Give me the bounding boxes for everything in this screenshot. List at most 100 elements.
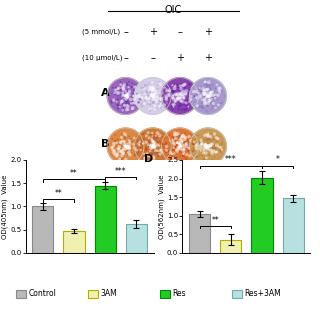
Point [201,82,206,87]
Point [151,144,156,149]
Point [123,89,128,94]
Point [172,83,178,88]
Point [191,145,196,150]
Point [176,92,181,97]
Point [118,137,124,142]
Point [153,140,158,145]
Point [215,148,220,154]
Point [113,97,118,102]
Point [209,99,214,104]
Point [198,140,204,146]
Point [120,151,125,156]
Point [183,102,188,107]
Point [150,94,156,99]
Point [158,148,163,153]
Point [158,94,163,100]
Point [111,151,116,156]
Point [198,147,203,152]
Point [154,96,159,101]
Point [208,108,213,113]
Point [181,82,187,87]
Point [124,81,130,86]
Point [151,93,156,98]
Point [113,85,118,90]
Point [123,106,128,111]
Point [178,103,183,108]
Point [213,92,218,98]
Point [179,100,184,105]
Circle shape [189,128,227,165]
Point [205,94,210,100]
Point [202,79,207,84]
Point [151,147,156,152]
Point [206,97,211,102]
Point [210,147,215,152]
Point [205,99,211,104]
Point [197,87,202,92]
Point [152,95,157,100]
Point [211,97,216,102]
Point [151,143,156,148]
Point [205,93,211,99]
Point [150,93,156,99]
Point [214,135,219,140]
Point [141,131,146,136]
Point [204,144,209,149]
Point [164,144,170,149]
Point [196,139,202,144]
Point [150,91,155,96]
Point [176,143,181,148]
Point [134,151,140,156]
Point [142,156,147,161]
Point [158,140,163,145]
Point [198,89,203,94]
Point [177,91,182,96]
Point [200,140,205,145]
Point [125,92,130,98]
Point [142,98,148,103]
Point [151,80,156,85]
Point [173,95,179,100]
Point [154,142,159,147]
Point [206,79,211,84]
Point [211,103,216,108]
Point [146,139,151,144]
Point [116,147,121,152]
Point [157,79,162,84]
Point [200,105,205,110]
Point [172,150,177,155]
Point [149,130,155,135]
Point [122,96,127,101]
Point [181,152,186,157]
Point [180,153,185,158]
Point [153,145,158,150]
Point [136,144,141,149]
Point [214,82,220,87]
Point [122,103,127,108]
Point [110,147,116,152]
Text: +: + [204,27,212,37]
Point [125,140,131,145]
Point [206,145,211,150]
Point [164,97,169,102]
Text: ***: *** [225,156,236,164]
Point [122,97,127,102]
Point [172,93,177,99]
Point [178,137,183,142]
Point [170,88,175,93]
Point [121,150,126,156]
Point [117,96,123,101]
Point [156,143,162,148]
Point [134,91,140,96]
Point [206,98,211,103]
Point [119,156,124,162]
Point [126,134,132,139]
Point [153,89,158,94]
Point [122,140,127,145]
Point [202,141,207,146]
Point [117,104,122,109]
Point [142,92,148,97]
Point [159,141,164,146]
Point [172,95,178,100]
Point [156,133,162,138]
